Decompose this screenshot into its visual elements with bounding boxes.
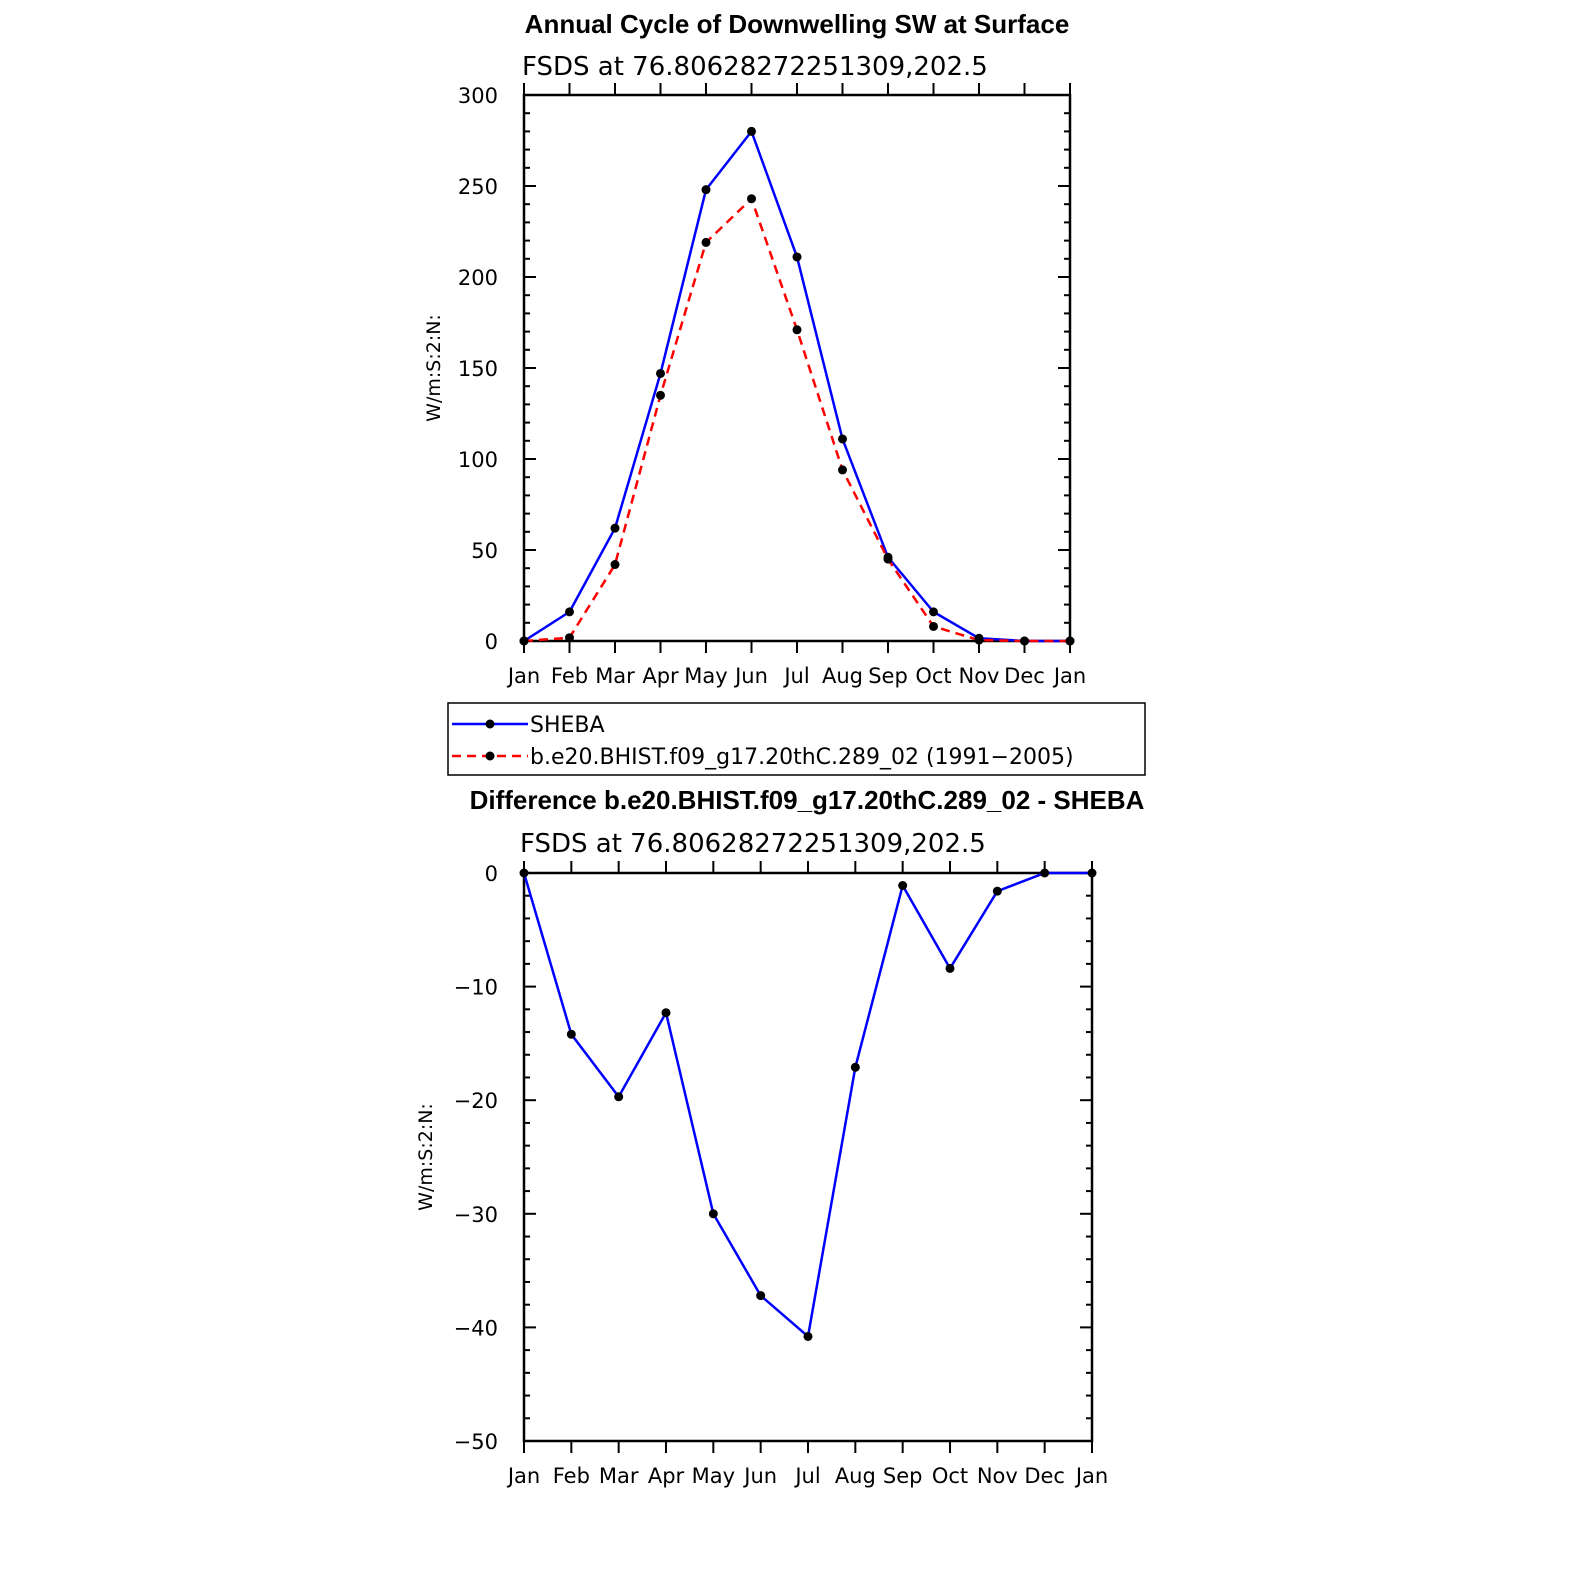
chart2-y-ticks: 0 −10 −20 −30 −40 −50	[454, 862, 1092, 1454]
chart1-plot-frame	[522, 93, 1072, 643]
data-point	[803, 1331, 813, 1341]
data-point	[1087, 868, 1097, 878]
x-tick-label: Jan	[506, 664, 540, 688]
y-tick-label: −20	[454, 1089, 498, 1113]
data-point	[701, 185, 711, 195]
chart1-x-ticks: Jan Feb Mar Apr May Jun Jul Aug Sep Oct Nov Dec Jan	[506, 83, 1086, 688]
x-tick-label: Jan	[1052, 664, 1086, 688]
x-tick-label: May	[684, 664, 727, 688]
data-point	[792, 325, 802, 335]
series-line-1	[523, 197, 1070, 643]
x-tick-label: Jul	[793, 1464, 820, 1488]
legend-model-label: b.e20.BHIST.f09_g17.20thC.289_02 (1991−2…	[530, 745, 1074, 770]
y-tick-label: 50	[471, 539, 498, 563]
y-tick-label: 200	[458, 266, 498, 290]
data-point	[929, 621, 938, 631]
y-tick-label: 100	[458, 448, 498, 472]
legend-sheba-marker	[485, 719, 495, 729]
x-tick-label: Mar	[595, 664, 635, 688]
y-tick-label: −30	[454, 1203, 498, 1227]
chart1-y-ticks: 0 50 100 150 200 250 300	[458, 84, 1070, 654]
data-point	[756, 1291, 766, 1301]
chart1-title: Annual Cycle of Downwelling SW at Surfac…	[525, 9, 1070, 39]
x-tick-label: Jun	[742, 1464, 777, 1488]
data-point	[883, 554, 893, 564]
x-tick-label: Sep	[868, 664, 908, 688]
data-point	[838, 434, 847, 444]
y-tick-label: 0	[485, 862, 498, 886]
data-point	[614, 1092, 624, 1102]
x-tick-label: Aug	[835, 1464, 876, 1488]
data-point	[610, 523, 620, 533]
x-tick-label: Dec	[1004, 664, 1045, 688]
data-point	[992, 886, 1002, 896]
chart2-x-ticks: Jan Feb Mar Apr May Jun Jul Aug Sep Oct Nov Dec Jan	[506, 861, 1108, 1488]
annual-cycle-chart: Annual Cycle of Downwelling SW at Surfac…	[423, 9, 1086, 688]
y-tick-label: −50	[454, 1430, 498, 1454]
data-point	[565, 607, 574, 617]
x-tick-label: Feb	[551, 664, 588, 688]
chart1-ylabel: W/m:S:2:N:	[423, 314, 445, 422]
y-tick-label: −40	[454, 1316, 498, 1340]
data-point	[974, 635, 984, 645]
data-point	[747, 126, 756, 136]
data-point	[701, 237, 711, 247]
chart2-plot-frame	[522, 871, 1094, 1443]
data-point	[1020, 636, 1029, 646]
data-point	[708, 1209, 718, 1219]
x-tick-label: Dec	[1024, 1464, 1065, 1488]
data-point	[519, 636, 529, 646]
chart2-title: Difference b.e20.BHIST.f09_g17.20thC.289…	[470, 785, 1145, 815]
x-tick-label: Feb	[553, 1464, 590, 1488]
series-line-0	[522, 871, 1092, 1338]
x-tick-label: Jan	[1074, 1464, 1108, 1488]
y-tick-label: 0	[485, 630, 498, 654]
data-point	[610, 560, 620, 570]
chart2-subtitle: FSDS at 76.80628272251309,202.5	[520, 829, 986, 859]
x-tick-label: Apr	[648, 1464, 685, 1488]
data-point	[929, 607, 938, 617]
legend-sheba-label: SHEBA	[530, 713, 605, 738]
data-point	[945, 963, 955, 973]
data-point	[656, 368, 665, 378]
data-point	[838, 465, 847, 475]
series-line-0	[523, 130, 1070, 643]
data-point	[850, 1062, 860, 1072]
x-tick-label: Oct	[932, 1464, 968, 1488]
legend: SHEBA b.e20.BHIST.f09_g17.20thC.289_02 (…	[447, 702, 1146, 776]
x-tick-label: Sep	[883, 1464, 923, 1488]
y-tick-label: 150	[458, 357, 498, 381]
x-tick-label: Nov	[959, 664, 1000, 688]
data-point	[792, 252, 802, 262]
legend-model-marker	[485, 751, 495, 761]
x-tick-label: Jul	[782, 664, 809, 688]
x-tick-label: Oct	[915, 664, 951, 688]
x-tick-label: Mar	[599, 1464, 639, 1488]
data-point	[566, 1029, 576, 1039]
data-point	[661, 1008, 671, 1018]
y-tick-label: 250	[458, 175, 498, 199]
data-point	[1065, 636, 1075, 646]
x-tick-label: Jun	[733, 664, 768, 688]
data-point	[656, 390, 665, 400]
y-tick-label: 300	[458, 84, 498, 108]
data-point	[519, 868, 529, 878]
data-point	[898, 880, 908, 890]
chart2-series	[519, 868, 1097, 1341]
x-tick-label: Nov	[977, 1464, 1018, 1488]
data-point	[565, 633, 574, 643]
x-tick-label: Jan	[506, 1464, 540, 1488]
y-tick-label: −10	[454, 976, 498, 1000]
chart2-ylabel: W/m:S:2:N:	[415, 1103, 437, 1211]
x-tick-label: Apr	[642, 664, 679, 688]
data-point	[1040, 868, 1050, 878]
chart1-subtitle: FSDS at 76.80628272251309,202.5	[522, 52, 988, 82]
data-point	[747, 194, 756, 204]
x-tick-label: Aug	[822, 664, 863, 688]
legend-box	[447, 702, 1146, 776]
difference-chart: Difference b.e20.BHIST.f09_g17.20thC.289…	[415, 785, 1145, 1488]
x-tick-label: May	[692, 1464, 735, 1488]
chart1-series	[519, 126, 1075, 646]
